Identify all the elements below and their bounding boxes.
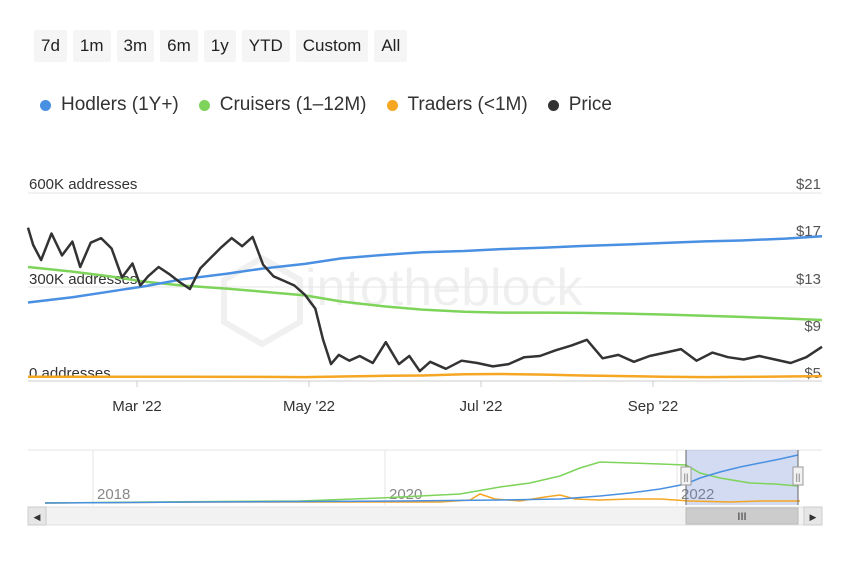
scrollbar: ◀ ▶ III (27, 506, 823, 526)
navigator-series-cruisers (44, 461, 799, 504)
legend-label: Traders (<1M) (407, 94, 528, 115)
navigator-left-handle[interactable] (680, 466, 692, 486)
series-line-traders (28, 372, 823, 379)
range-selector: 7d 1m 3m 6m 1y YTD Custom All (34, 30, 408, 62)
scrollbar-thumb[interactable] (685, 507, 799, 525)
range-1y-button[interactable]: 1y (203, 30, 236, 62)
legend-dot (40, 99, 51, 111)
legend-item-cruisers[interactable]: Cruisers (1–12M) (198, 94, 367, 116)
navigator-series-traders (44, 493, 800, 504)
scroll-left-button[interactable] (27, 506, 47, 526)
legend-item-hodlers[interactable]: Hodlers (1Y+) (40, 94, 179, 116)
series-line-hodlers (27, 234, 823, 304)
range-all-button[interactable]: All (374, 30, 408, 62)
legend-label: Hodlers (1Y+) (61, 94, 179, 115)
range-3m-button[interactable]: 3m (116, 30, 155, 62)
scrollbar-thumb-grip: III (737, 511, 746, 523)
legend-item-traders[interactable]: Traders (<1M) (386, 94, 528, 116)
range-6m-button[interactable]: 6m (160, 30, 198, 62)
scroll-left-arrow-icon: ◀ (34, 513, 41, 523)
y-right-tick: $9 (804, 318, 821, 335)
navigator: 2018 2020 2022 || || (28, 449, 822, 505)
watermark-text: intotheblock (305, 259, 584, 317)
y-right-tick: $13 (796, 271, 821, 288)
legend-dot (386, 99, 398, 111)
y-left-tick: 0 addresses (29, 365, 111, 382)
navigator-left-handle-grip: || (684, 472, 689, 482)
legend-dot (198, 99, 210, 111)
navigator-label: 2018 (97, 486, 130, 503)
y-right-tick: $21 (796, 176, 821, 193)
x-tick-label: Jul '22 (460, 398, 503, 415)
x-tick-label: Mar '22 (112, 398, 162, 415)
chart-legend: Hodlers (1Y+) Cruisers (1–12M) Traders (… (40, 94, 632, 116)
legend-item-price[interactable]: Price (547, 94, 612, 116)
range-custom-button[interactable]: Custom (295, 30, 369, 62)
navigator-right-handle-grip: || (796, 472, 801, 482)
y-left-tick: 600K addresses (29, 176, 137, 193)
range-7d-button[interactable]: 7d (34, 30, 67, 62)
range-ytd-button[interactable]: YTD (241, 30, 290, 62)
legend-dot (547, 99, 559, 111)
scroll-right-arrow-icon: ▶ (810, 513, 817, 523)
navigator-label: 2022 (681, 486, 714, 503)
y-right-tick: $5 (804, 365, 821, 382)
navigator-label: 2020 (389, 486, 422, 503)
legend-label: Price (568, 94, 612, 115)
series-line-price (26, 227, 823, 373)
navigator-series-hodlers (44, 454, 799, 504)
x-tick-label: Sep '22 (628, 398, 678, 415)
watermark: intotheblock (221, 254, 584, 348)
range-1m-button[interactable]: 1m (72, 30, 111, 62)
x-tick-label: May '22 (283, 398, 335, 415)
legend-label: Cruisers (1–12M) (219, 94, 367, 115)
scroll-right-button[interactable] (803, 506, 823, 526)
navigator-right-handle[interactable] (792, 466, 804, 486)
